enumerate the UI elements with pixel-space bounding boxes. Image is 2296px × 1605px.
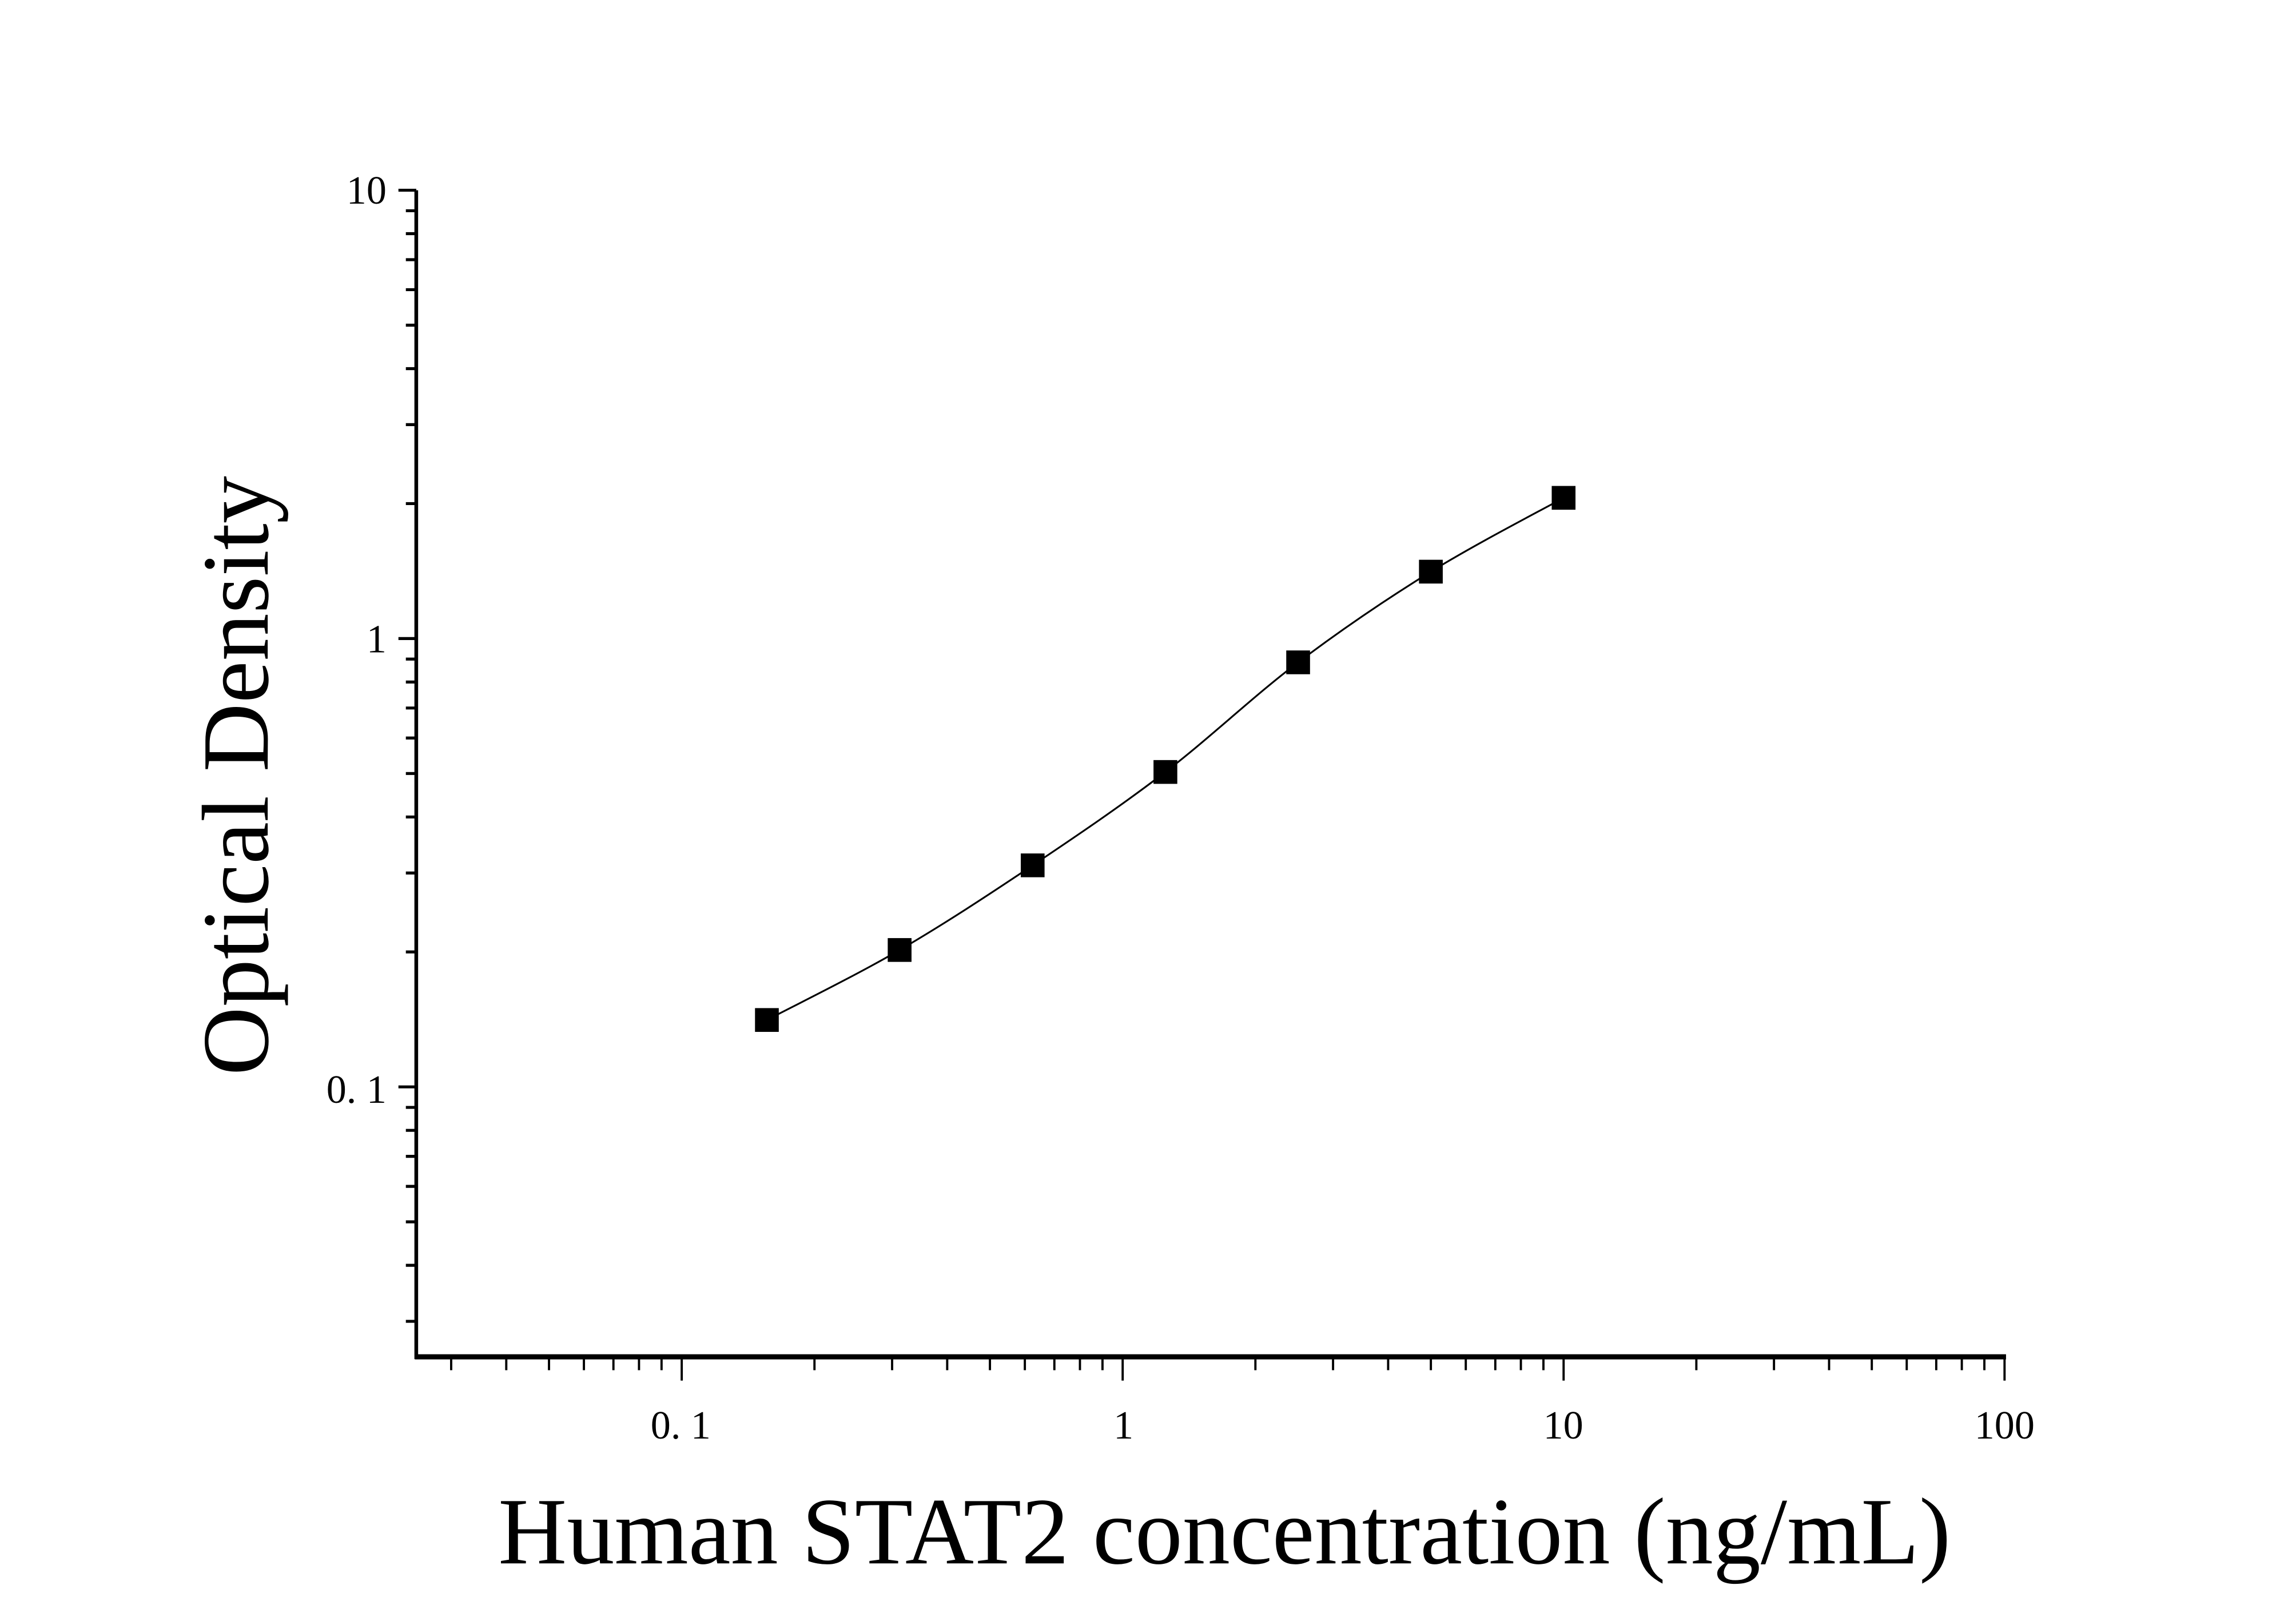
y-axis xyxy=(398,188,419,1360)
y-tick-label-10: 10 xyxy=(347,168,387,213)
data-point xyxy=(1286,650,1310,674)
data-point xyxy=(1551,486,1576,510)
data-point xyxy=(1153,760,1177,784)
fit-curve xyxy=(766,497,1565,1021)
data-point xyxy=(1419,559,1443,584)
x-tick-label-100: 100 xyxy=(1975,1403,2035,1448)
data-points xyxy=(755,486,1576,1032)
data-point xyxy=(755,1008,779,1032)
x-tick-label-1: 1 xyxy=(1113,1403,1133,1448)
y-tick-label-1: 1 xyxy=(367,617,387,662)
y-axis-title: Optical Density xyxy=(183,476,288,1075)
x-axis-title: Human STAT2 concentration (ng/mL) xyxy=(498,1479,1951,1584)
x-axis xyxy=(415,1354,2006,1381)
x-tick-label-10: 10 xyxy=(1543,1403,1583,1448)
y-tick-label-0.1: 0. 1 xyxy=(327,1067,387,1112)
data-point xyxy=(1021,853,1045,877)
x-tick-label-0.1: 0. 1 xyxy=(651,1403,711,1448)
data-point xyxy=(888,938,912,962)
